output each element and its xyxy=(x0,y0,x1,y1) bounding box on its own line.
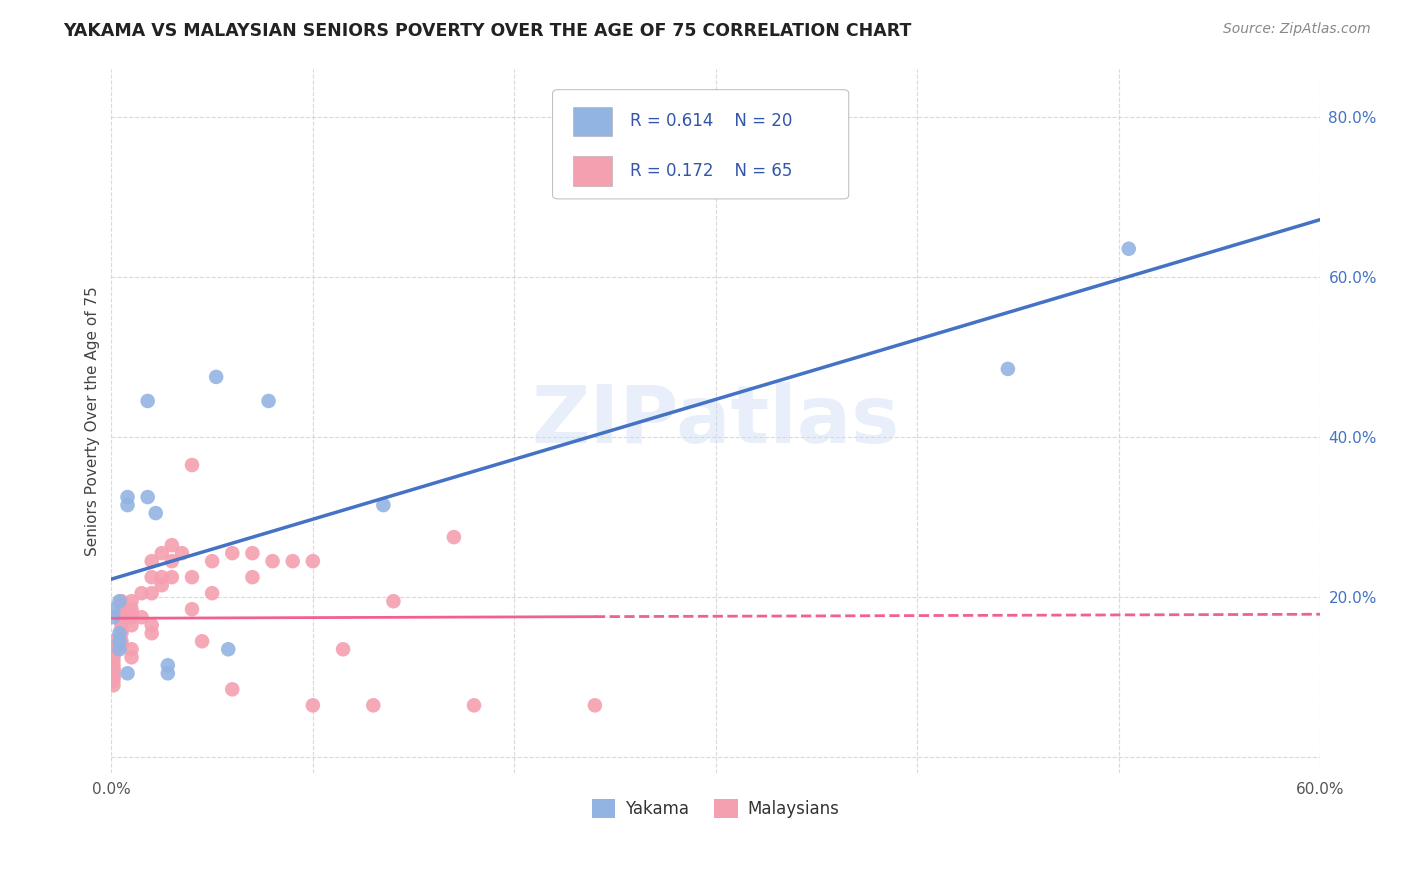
Point xyxy=(121,610,143,624)
FancyBboxPatch shape xyxy=(553,90,849,199)
Point xyxy=(160,538,183,552)
Point xyxy=(141,586,163,600)
Legend: Yakama, Malaysians: Yakama, Malaysians xyxy=(585,792,846,825)
Point xyxy=(136,490,159,504)
Point xyxy=(181,458,204,472)
Point xyxy=(110,626,132,640)
Point xyxy=(103,674,125,689)
Text: ZIPatlas: ZIPatlas xyxy=(531,382,900,460)
Point xyxy=(103,610,125,624)
Point xyxy=(110,618,132,632)
Point xyxy=(121,642,143,657)
Point xyxy=(103,650,125,665)
Point xyxy=(103,646,125,660)
Point xyxy=(181,570,204,584)
Point xyxy=(110,622,132,636)
Point xyxy=(103,670,125,684)
Point xyxy=(382,594,405,608)
Point xyxy=(108,642,131,657)
Point xyxy=(110,634,132,648)
Point xyxy=(170,546,193,560)
Point xyxy=(103,634,125,648)
Point xyxy=(156,658,179,673)
Point xyxy=(103,662,125,676)
Point xyxy=(150,570,173,584)
Point xyxy=(242,570,264,584)
Point xyxy=(332,642,354,657)
Point xyxy=(110,638,132,652)
Point xyxy=(108,634,131,648)
FancyBboxPatch shape xyxy=(574,106,612,136)
Point xyxy=(121,602,143,616)
Point xyxy=(110,598,132,612)
Point xyxy=(281,554,304,568)
Point xyxy=(110,610,132,624)
Point xyxy=(150,546,173,560)
Point xyxy=(141,618,163,632)
Point xyxy=(117,490,139,504)
Point xyxy=(108,626,131,640)
Point xyxy=(201,586,224,600)
Point xyxy=(242,546,264,560)
Point xyxy=(156,666,179,681)
Point xyxy=(103,662,125,676)
FancyBboxPatch shape xyxy=(574,156,612,186)
Point xyxy=(117,666,139,681)
Point xyxy=(262,554,284,568)
Point xyxy=(103,678,125,692)
Text: YAKAMA VS MALAYSIAN SENIORS POVERTY OVER THE AGE OF 75 CORRELATION CHART: YAKAMA VS MALAYSIAN SENIORS POVERTY OVER… xyxy=(63,22,911,40)
Point xyxy=(205,370,228,384)
Point xyxy=(103,654,125,668)
Point xyxy=(103,670,125,684)
Point xyxy=(443,530,465,544)
Point xyxy=(217,642,239,657)
Point xyxy=(117,498,139,512)
Point xyxy=(1118,242,1140,256)
Point xyxy=(103,642,125,657)
Point xyxy=(121,594,143,608)
Point xyxy=(103,602,125,616)
Text: R = 0.172    N = 65: R = 0.172 N = 65 xyxy=(630,161,793,179)
Point xyxy=(201,554,224,568)
Point xyxy=(103,658,125,673)
Point xyxy=(131,610,153,624)
Point xyxy=(160,570,183,584)
Point xyxy=(583,698,606,713)
Point xyxy=(110,594,132,608)
Point xyxy=(110,614,132,628)
Text: R = 0.614    N = 20: R = 0.614 N = 20 xyxy=(630,112,793,130)
Point xyxy=(121,606,143,620)
Point xyxy=(136,393,159,408)
Point xyxy=(302,698,325,713)
Point xyxy=(141,554,163,568)
Text: Source: ZipAtlas.com: Source: ZipAtlas.com xyxy=(1223,22,1371,37)
Point xyxy=(121,650,143,665)
Point xyxy=(141,626,163,640)
Point xyxy=(121,618,143,632)
Point xyxy=(257,393,280,408)
Point xyxy=(103,666,125,681)
Point xyxy=(363,698,385,713)
Point xyxy=(997,362,1019,376)
Point xyxy=(108,594,131,608)
Point xyxy=(221,546,243,560)
Point xyxy=(221,682,243,697)
Point xyxy=(110,602,132,616)
Point xyxy=(110,638,132,652)
Y-axis label: Seniors Poverty Over the Age of 75: Seniors Poverty Over the Age of 75 xyxy=(86,286,100,556)
Point xyxy=(131,586,153,600)
Point xyxy=(181,602,204,616)
Point xyxy=(145,506,167,520)
Point xyxy=(141,570,163,584)
Point xyxy=(463,698,485,713)
Point xyxy=(150,578,173,592)
Point xyxy=(191,634,214,648)
Point xyxy=(373,498,395,512)
Point xyxy=(302,554,325,568)
Point xyxy=(160,554,183,568)
